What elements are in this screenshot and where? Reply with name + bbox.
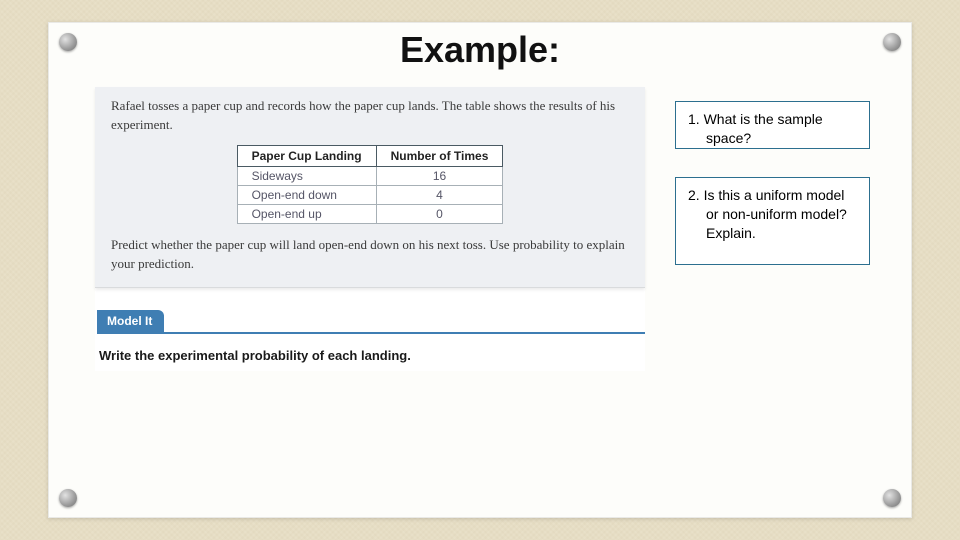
question-text: 2. Is this a uniform model or non-unifor… bbox=[688, 186, 859, 243]
table-cell: 0 bbox=[376, 204, 503, 223]
table-cell: Open-end down bbox=[237, 185, 376, 204]
rivet-icon bbox=[59, 489, 77, 507]
table-cell: 4 bbox=[376, 185, 503, 204]
textbook-snippet: Rafael tosses a paper cup and records ho… bbox=[95, 87, 645, 371]
table-cell: Sideways bbox=[237, 166, 376, 185]
model-it-rule bbox=[97, 332, 645, 334]
question-number: 2. bbox=[688, 187, 700, 203]
table-cell: Open-end up bbox=[237, 204, 376, 223]
rivet-icon bbox=[59, 33, 77, 51]
slide-title: Example: bbox=[49, 29, 911, 71]
question-number: 1. bbox=[688, 111, 700, 127]
table-header: Paper Cup Landing bbox=[237, 145, 376, 166]
question-box-1: 1. What is the sample space? bbox=[675, 101, 870, 149]
problem-prompt: Predict whether the paper cup will land … bbox=[111, 236, 629, 274]
table-cell: 16 bbox=[376, 166, 503, 185]
model-it-tab: Model It bbox=[97, 310, 164, 332]
model-it-section: Model It Write the experimental probabil… bbox=[95, 310, 645, 363]
question-body: What is the sample space? bbox=[704, 111, 823, 146]
model-it-instruction: Write the experimental probability of ea… bbox=[99, 348, 645, 363]
problem-intro: Rafael tosses a paper cup and records ho… bbox=[111, 97, 629, 135]
slide-card: Example: Rafael tosses a paper cup and r… bbox=[48, 22, 912, 518]
question-body: Is this a uniform model or non-uniform m… bbox=[704, 187, 847, 241]
table-row: Open-end down 4 bbox=[237, 185, 503, 204]
table-row: Open-end up 0 bbox=[237, 204, 503, 223]
question-text: 1. What is the sample space? bbox=[688, 110, 859, 148]
data-table: Paper Cup Landing Number of Times Sidewa… bbox=[237, 145, 504, 224]
question-box-2: 2. Is this a uniform model or non-unifor… bbox=[675, 177, 870, 265]
rivet-icon bbox=[883, 489, 901, 507]
rivet-icon bbox=[883, 33, 901, 51]
problem-panel: Rafael tosses a paper cup and records ho… bbox=[95, 87, 645, 288]
table-header: Number of Times bbox=[376, 145, 503, 166]
table-row: Sideways 16 bbox=[237, 166, 503, 185]
